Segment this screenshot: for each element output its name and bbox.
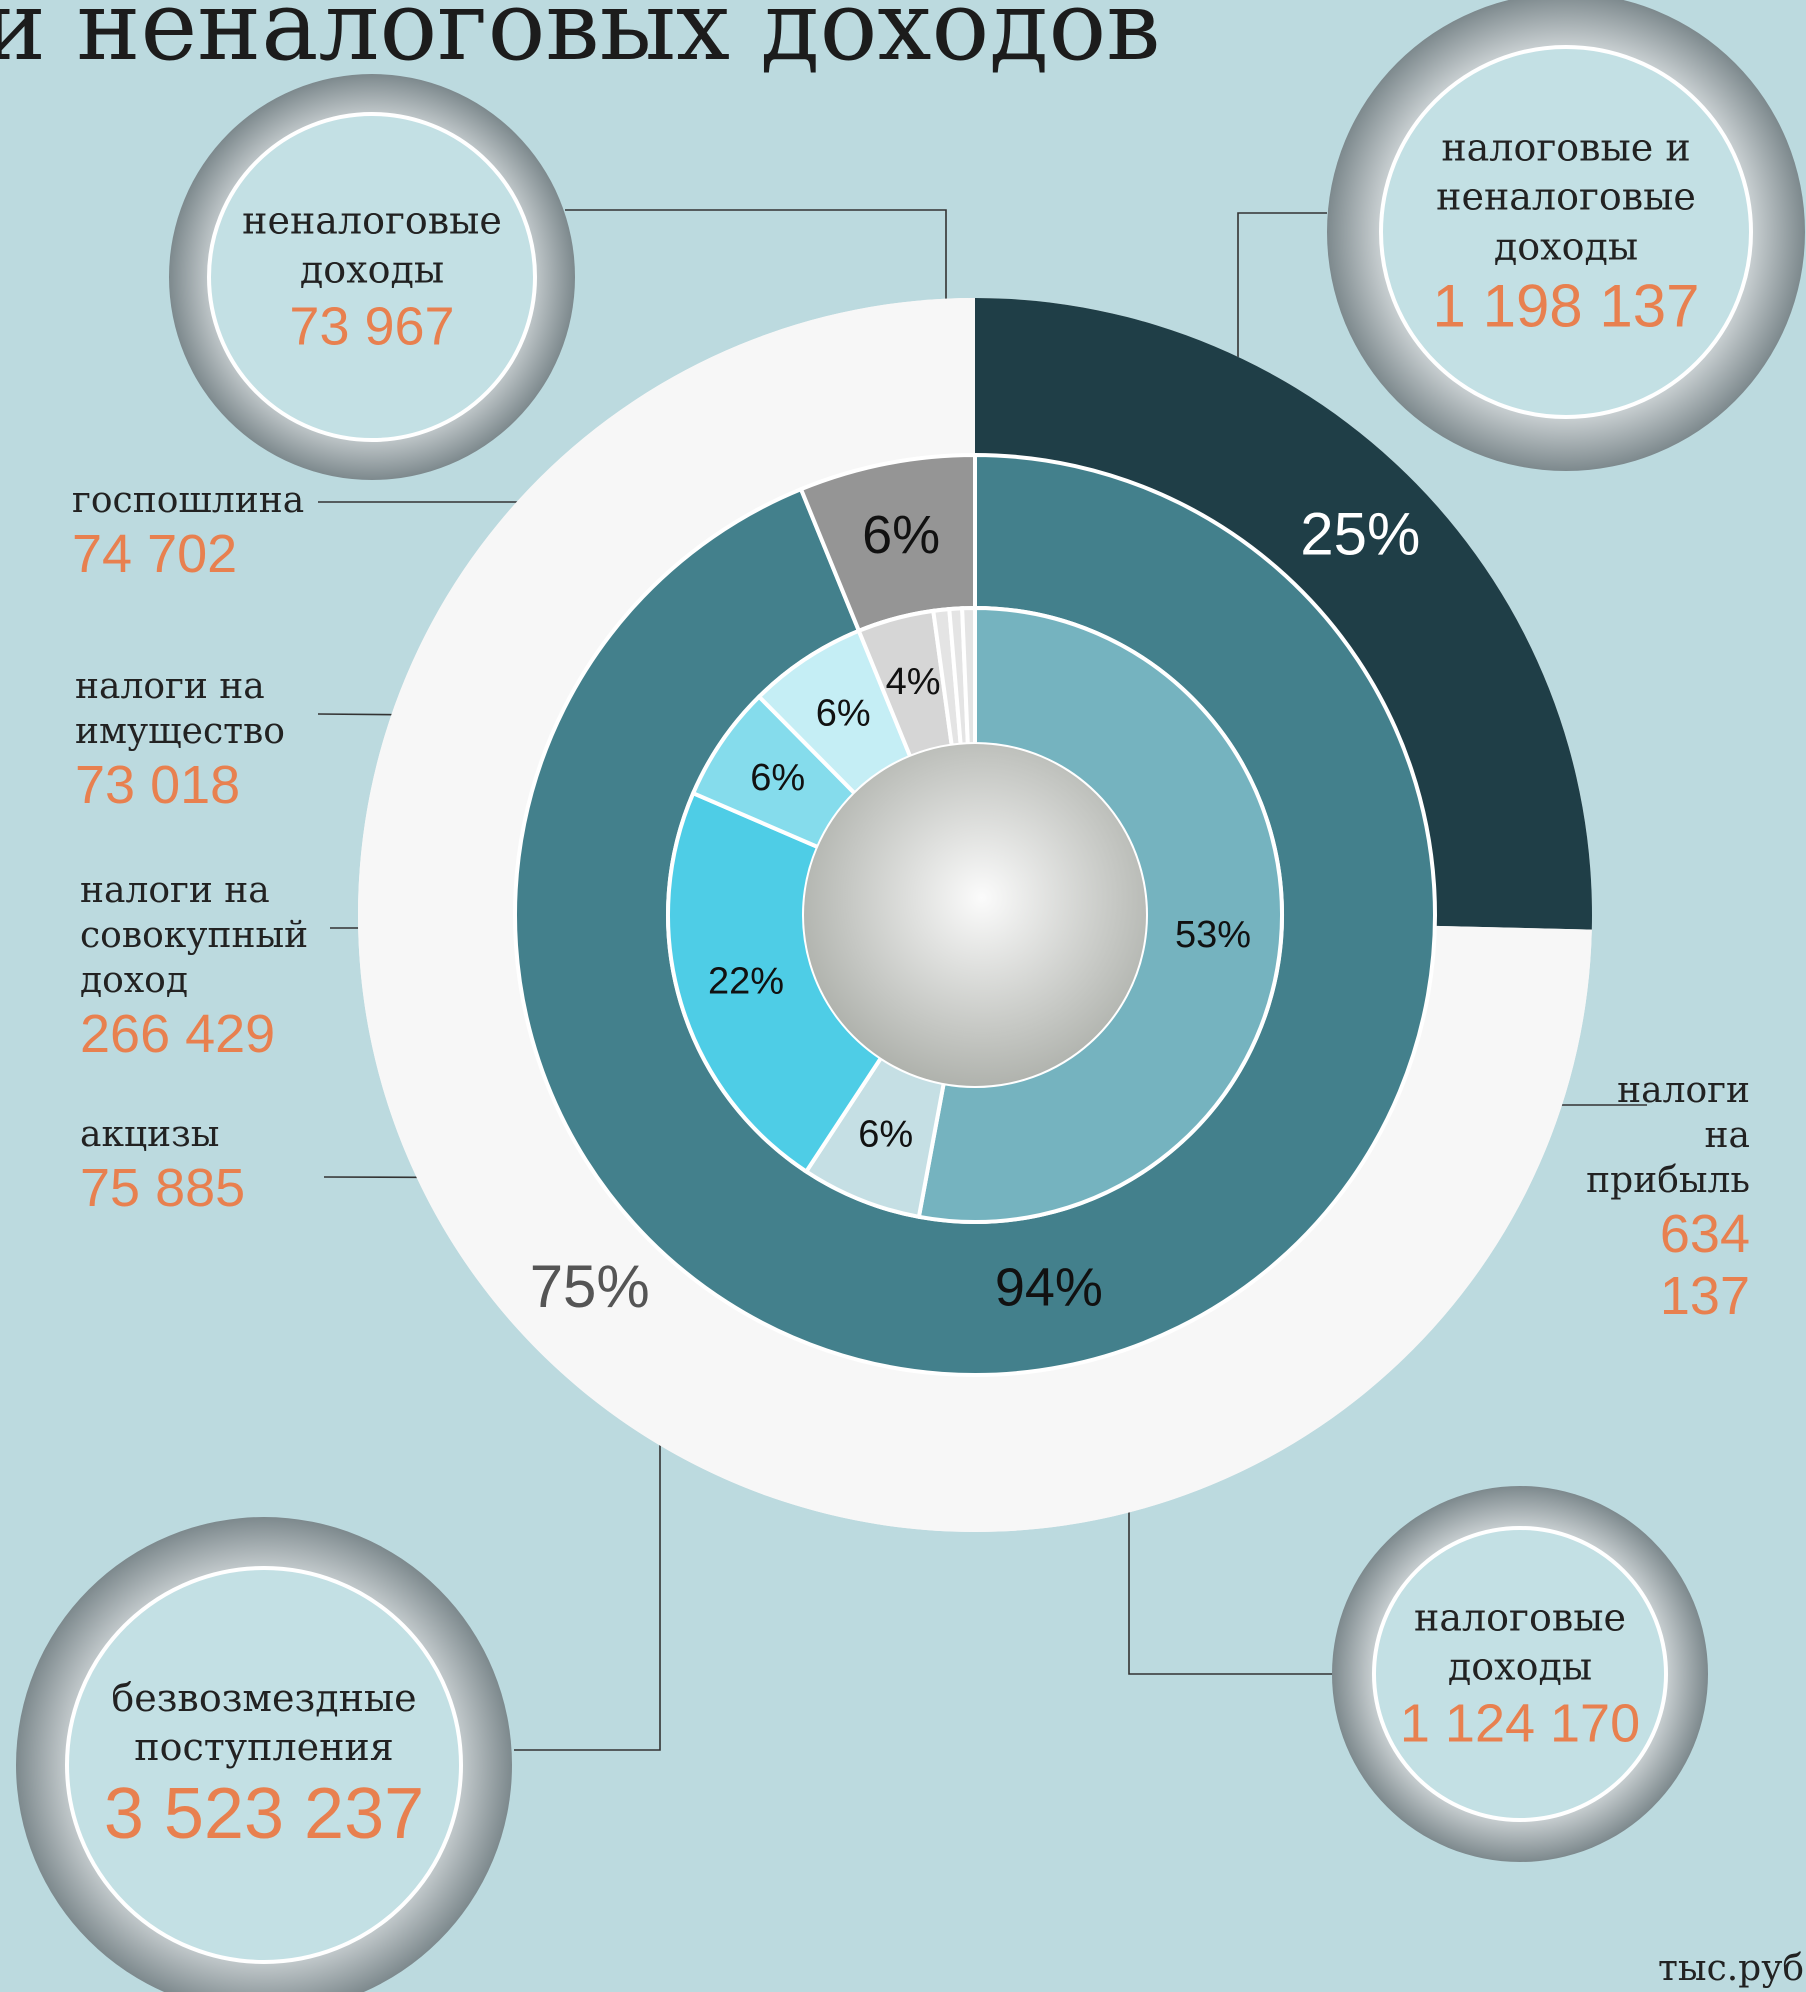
callout-face bbox=[1379, 45, 1753, 419]
side-label-value: 73 018 bbox=[75, 755, 241, 815]
percent-label: 94% bbox=[995, 1258, 1103, 1318]
callout: налоговые доходы 1 124 170 bbox=[1375, 1594, 1665, 1755]
leader-line bbox=[1237, 212, 1327, 425]
callout-label: налоговые доходы bbox=[1414, 1595, 1626, 1689]
percent-label: 6% bbox=[862, 505, 940, 565]
callout-label: безвозмездные поступления bbox=[111, 1676, 417, 1770]
side-label: налоги на прибыль 634 137 bbox=[1570, 1068, 1750, 1327]
callout-value: 1 198 137 bbox=[1432, 272, 1700, 340]
side-label-name: налоги на имущество bbox=[75, 666, 285, 752]
side-label-value: 634 137 bbox=[1659, 1204, 1750, 1327]
side-label-name: налоги на прибыль bbox=[1586, 1070, 1750, 1201]
callout: безвозмездные поступления 3 523 237 bbox=[74, 1674, 454, 1856]
callout-value: 1 124 170 bbox=[1399, 1693, 1641, 1754]
percent-label: 25% bbox=[1300, 501, 1420, 568]
percent-label: 75% bbox=[530, 1253, 650, 1320]
side-label: акцизы 75 885 bbox=[80, 1112, 380, 1219]
leader-line bbox=[514, 1406, 661, 1751]
percent-label: 6% bbox=[816, 693, 871, 735]
chart-title: и неналоговых доходов bbox=[0, 0, 1161, 82]
center-sphere bbox=[804, 744, 1146, 1086]
percent-label: 6% bbox=[858, 1114, 913, 1156]
percent-label: 4% bbox=[886, 661, 941, 703]
callout-face bbox=[1372, 1526, 1668, 1822]
unit-note: тыс.руб bbox=[1658, 1948, 1805, 1989]
side-label: госпошлина 74 702 bbox=[72, 478, 372, 585]
callout-value: 3 523 237 bbox=[103, 1773, 425, 1854]
callout-value: 73 967 bbox=[289, 296, 455, 357]
callout: неналоговые доходы 73 967 bbox=[222, 197, 522, 358]
callout-face bbox=[207, 112, 537, 442]
side-label: налоги на совокупный доход 266 429 bbox=[80, 868, 340, 1065]
callout-face bbox=[65, 1566, 463, 1964]
side-label-value: 75 885 bbox=[80, 1158, 246, 1218]
percent-label: 53% bbox=[1175, 914, 1251, 956]
callout-label: налоговые и неналоговые доходы bbox=[1436, 125, 1696, 269]
side-label-name: акцизы bbox=[80, 1114, 220, 1155]
callout-label: неналоговые доходы bbox=[242, 198, 502, 292]
side-label-name: госпошлина bbox=[72, 480, 305, 521]
percent-label: 6% bbox=[750, 757, 805, 799]
side-label-value: 74 702 bbox=[72, 524, 238, 584]
side-label: налоги на имущество 73 018 bbox=[75, 664, 315, 816]
side-label-name: налоги на совокупный доход bbox=[80, 870, 309, 1001]
ring-segment bbox=[975, 298, 1592, 930]
percent-label: 22% bbox=[708, 960, 784, 1002]
side-label-value: 266 429 bbox=[80, 1004, 276, 1064]
callout: налоговые и неналоговые доходы 1 198 137 bbox=[1416, 123, 1716, 340]
